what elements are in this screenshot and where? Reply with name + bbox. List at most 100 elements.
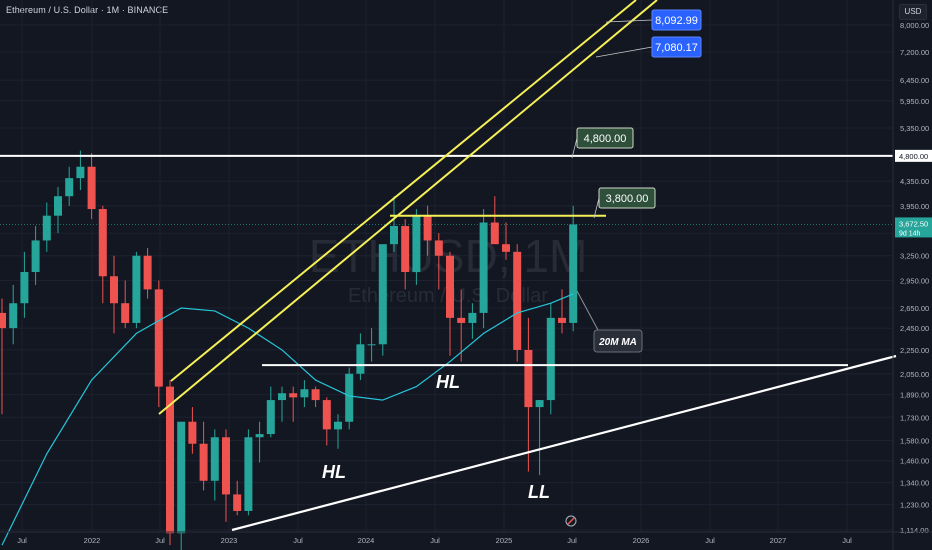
- label-4800-box: [576, 127, 634, 149]
- candle-body: [76, 166, 85, 179]
- candle-body: [468, 312, 477, 323]
- resistance-axis-value: 4,800.00: [899, 152, 928, 161]
- candle: [233, 480, 242, 516]
- candle-body: [569, 224, 578, 323]
- candle-body: [87, 166, 96, 210]
- label-7080-connector: [595, 46, 653, 58]
- candle-body: [457, 317, 466, 323]
- price-tick-label: 1,580.00: [900, 436, 929, 445]
- currency-selector[interactable]: USD: [899, 4, 927, 20]
- label-3800-connector: [593, 197, 600, 219]
- candle: [177, 421, 186, 550]
- event-marker-icon: [565, 515, 577, 527]
- candle: [457, 289, 466, 362]
- candle-body: [535, 400, 544, 408]
- candle: [87, 153, 96, 220]
- time-tick-label: 2027: [770, 536, 787, 545]
- time-tick-label: 2022: [84, 536, 101, 545]
- price-tick-label: 2,450.00: [900, 324, 929, 333]
- last-price-tag: [895, 217, 932, 238]
- candle-body: [154, 289, 163, 387]
- candle: [121, 280, 130, 329]
- candlestick-series: [0, 150, 578, 550]
- symbol-title: Ethereum / U.S. Dollar · 1M · BINANCE: [6, 5, 169, 15]
- price-tick-label: 1,890.00: [900, 391, 929, 400]
- candle-body: [367, 344, 376, 346]
- candle: [345, 367, 354, 430]
- candle-body: [188, 421, 197, 444]
- candle: [154, 280, 163, 408]
- price-axis: 1,114.00 1,230.00 1,340.00 1,460.00 1,580.00…: [892, 0, 932, 550]
- time-tick-label: 2025: [496, 536, 513, 545]
- candle-body: [289, 393, 298, 398]
- candle: [423, 205, 432, 256]
- candle: [65, 166, 74, 206]
- time-tick-label: 2024: [358, 536, 375, 545]
- time-tick-label: 2023: [221, 536, 238, 545]
- candle-body: [31, 240, 40, 273]
- candle: [188, 407, 197, 454]
- candle: [132, 251, 141, 329]
- candle: [558, 289, 566, 334]
- candle: [412, 209, 421, 285]
- candle-body: [390, 226, 398, 245]
- candle: [334, 414, 342, 449]
- candle-body: [222, 437, 230, 495]
- candle-body: [446, 255, 454, 318]
- candle-body: [334, 421, 342, 430]
- candle: [98, 205, 107, 304]
- label-4800-connector: [571, 137, 578, 159]
- candle: [278, 386, 286, 422]
- candle-body: [210, 437, 219, 481]
- candle: [446, 251, 454, 356]
- drawing-layer: 8,092.99 7,080.17 4,800.00 3,800.00 20M MA HL…: [0, 0, 897, 532]
- ma-20-line: [1, 293, 574, 546]
- candle-body: [412, 215, 421, 273]
- candle-body: [199, 443, 208, 481]
- candle-body: [233, 494, 242, 511]
- candle: [569, 205, 578, 332]
- candle-body: [524, 349, 533, 408]
- label-8092-text: 8,092.99: [655, 15, 698, 27]
- candle-body: [300, 389, 309, 398]
- candle-body: [434, 240, 443, 256]
- price-tick-label: 1,730.00: [900, 413, 929, 422]
- label-7080-text: 7,080.17: [655, 42, 698, 54]
- candle: [479, 209, 488, 329]
- price-tick-label: 7,200.00: [900, 48, 929, 57]
- candle: [502, 222, 510, 260]
- candle: [210, 429, 219, 501]
- candle-body: [322, 400, 331, 430]
- candle: [54, 187, 62, 234]
- price-tick-label: 5,350.00: [900, 124, 929, 133]
- price-tick-label: 1,340.00: [900, 479, 929, 488]
- candle: [311, 386, 320, 408]
- event-marker-mark: [567, 517, 575, 525]
- candle: [535, 400, 544, 476]
- price-tick-label: 5,950.00: [900, 97, 929, 106]
- candle-body: [255, 434, 264, 438]
- candle-body: [479, 222, 488, 313]
- candle: [0, 298, 6, 415]
- candle-body: [401, 226, 410, 273]
- candle-body: [244, 437, 253, 511]
- label-8092-box: [651, 9, 702, 31]
- price-tick-label: 4,350.00: [900, 177, 929, 186]
- candle-body: [356, 344, 365, 374]
- price-tick-label: 1,230.00: [900, 501, 929, 510]
- price-tick-label: 2,250.00: [900, 346, 929, 355]
- rising-trendline: [231, 354, 897, 532]
- candle: [110, 255, 118, 334]
- label-8092-connector: [605, 19, 653, 23]
- candle-body: [546, 317, 555, 401]
- price-tick-label: 3,950.00: [900, 202, 929, 211]
- label-4800-text: 4,800.00: [584, 133, 627, 145]
- ma-callout-box: [593, 329, 643, 353]
- candle-body: [311, 389, 320, 401]
- candle: [9, 284, 18, 345]
- chart-grid: [0, 0, 893, 532]
- label-7080-box: [651, 36, 702, 58]
- candle-body: [558, 317, 566, 323]
- candle-body: [98, 209, 107, 277]
